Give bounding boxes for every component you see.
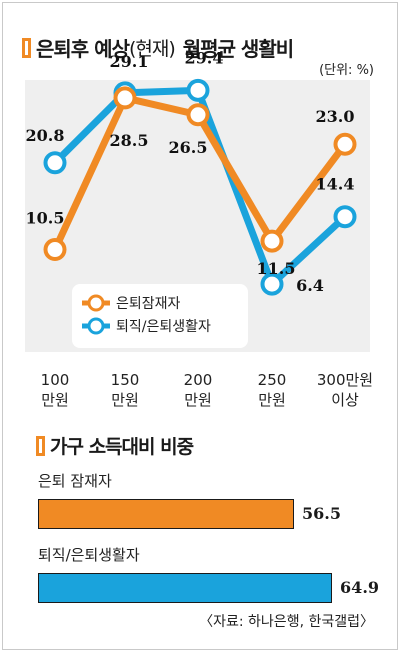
line-chart-heading: 은퇴후 예상 (현재) 월평균 생활비 [22, 33, 294, 62]
line-chart-title-paren: (현재) [128, 38, 176, 60]
legend-swatch-marker [87, 294, 105, 312]
x-tick-label: 100 만원 [41, 371, 70, 409]
legend-label: 은퇴잠재자 [116, 296, 181, 312]
bar-category-label: 은퇴 잠재자 [38, 472, 112, 490]
data-label: 26.5 [169, 138, 208, 157]
legend-label: 퇴직/은퇴생활자 [116, 319, 211, 335]
bar-category-label: 퇴직/은퇴생활자 [38, 546, 140, 564]
data-point [186, 103, 210, 127]
x-tick-label: 250 만원 [258, 371, 287, 409]
data-label: 6.4 [296, 276, 324, 295]
bar-chart-heading: 가구 소득대비 비중 [36, 432, 194, 459]
data-point [260, 272, 284, 296]
legend-swatch-marker [87, 317, 105, 335]
bar-value-label: 56.5 [302, 504, 341, 523]
unit-note: (단위: %) [319, 63, 374, 78]
data-label: 28.5 [110, 131, 149, 150]
data-point [186, 78, 210, 102]
bar [38, 573, 333, 603]
data-point [43, 151, 67, 175]
data-label: 20.8 [26, 126, 65, 145]
data-label: 29.4 [185, 48, 224, 67]
line-chart-title: 은퇴후 예상 [36, 37, 130, 61]
data-point [113, 86, 137, 110]
line-chart-title-rest: 월평균 생활비 [182, 37, 294, 61]
data-label: 10.5 [26, 209, 65, 228]
x-tick-label: 150 만원 [111, 371, 140, 409]
legend-box [72, 284, 248, 348]
source-note: 〈자료: 하나은행, 한국갤럽〉 [199, 614, 374, 630]
data-point [260, 229, 284, 253]
section-marker-icon [22, 37, 31, 58]
line-chart: 100 만원 150 만원 200 만원 250 만원 300만원 이상 10.5 28.5 26.5… [25, 48, 373, 409]
x-tick-label: 200 만원 [184, 371, 213, 409]
bar-value-label: 64.9 [340, 578, 380, 597]
data-point [333, 205, 357, 229]
bar [38, 499, 294, 529]
data-label: 29.1 [110, 52, 149, 71]
data-point [43, 238, 67, 262]
data-point [333, 132, 357, 156]
data-label: 23.0 [316, 107, 355, 126]
x-tick-label: 300만원 이상 [317, 371, 373, 409]
data-label: 14.4 [316, 175, 355, 194]
section-marker-icon [36, 435, 45, 456]
bar-chart-title: 가구 소득대비 비중 [50, 436, 194, 458]
data-label: 11.5 [257, 259, 296, 278]
